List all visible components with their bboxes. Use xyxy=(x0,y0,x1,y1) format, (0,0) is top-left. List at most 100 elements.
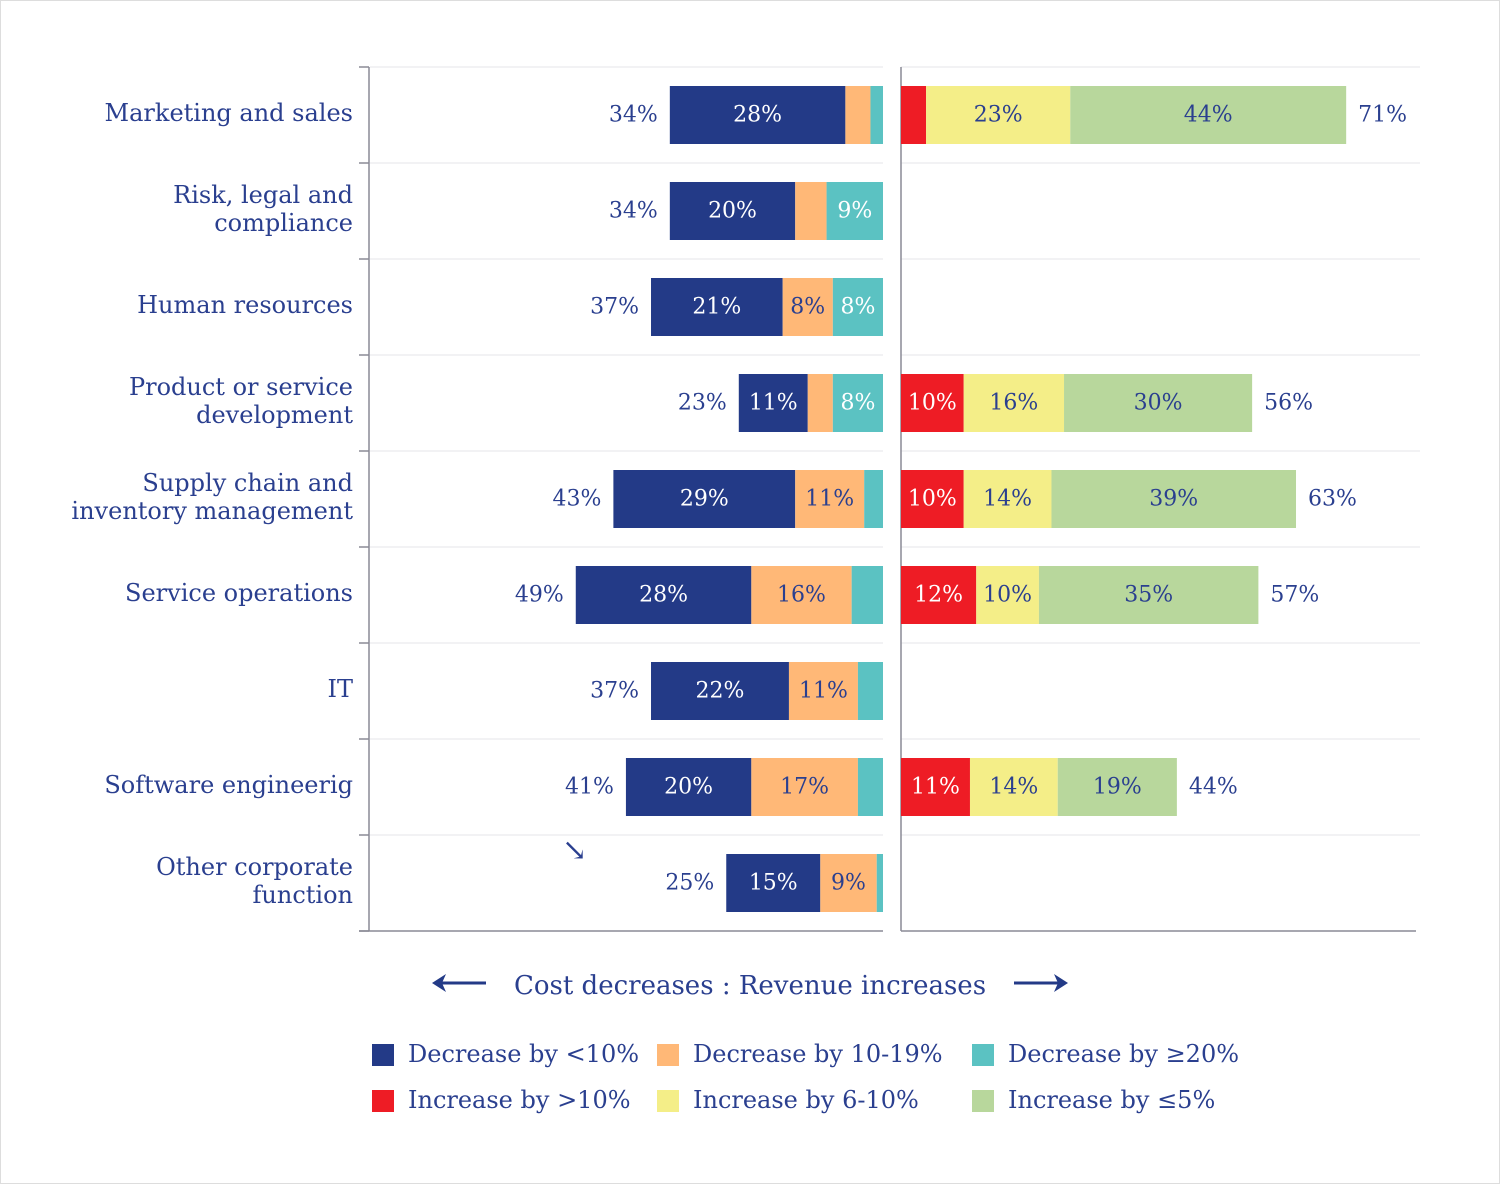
diagonal-arrow-icon: ↘ xyxy=(562,833,588,868)
bar-segment-revenue xyxy=(1051,470,1297,528)
category-label: Marketing and sales xyxy=(104,99,353,127)
bar-segment-revenue xyxy=(901,470,964,528)
bar-label: 28% xyxy=(639,583,688,608)
bar-label: 28% xyxy=(733,103,782,128)
legend-swatch xyxy=(372,1044,394,1066)
legend-swatch xyxy=(657,1044,679,1066)
caption-separator: : xyxy=(721,971,731,1001)
total-label-cost: 23% xyxy=(678,391,727,416)
total-label-cost: 34% xyxy=(609,103,658,128)
bar-label: 11% xyxy=(799,679,848,704)
revenue-increases-label: Revenue increases xyxy=(738,971,987,1001)
axis-caption-text: Cost decreases : Revenue increases xyxy=(514,971,986,1001)
bar-segment-revenue xyxy=(1038,566,1259,624)
bar-segment-revenue xyxy=(926,86,1071,144)
bar-segment-cost xyxy=(669,86,846,144)
bar-label: 17% xyxy=(780,775,829,800)
category-label: Human resources xyxy=(137,291,353,319)
bar-label: 39% xyxy=(1149,487,1198,512)
bar-segment-cost xyxy=(751,758,858,816)
category-label: Other corporate function xyxy=(156,853,353,909)
legend-label: Increase by ≤5% xyxy=(1008,1086,1216,1114)
category-label: Software engineerig xyxy=(104,771,353,799)
bar-label: 21% xyxy=(692,295,741,320)
legend-swatch xyxy=(657,1090,679,1112)
total-label-cost: 49% xyxy=(515,583,564,608)
bar-label: 9% xyxy=(831,871,866,896)
legend-swatch xyxy=(972,1044,994,1066)
total-label-cost: 25% xyxy=(665,871,714,896)
cost-decreases-label: Cost decreases xyxy=(513,971,714,1001)
bar-label: 11% xyxy=(911,775,960,800)
bar-segment-revenue xyxy=(1070,86,1347,144)
category-label: IT xyxy=(327,675,354,703)
bar-label: 44% xyxy=(1184,103,1233,128)
bar-segment-cost xyxy=(625,758,752,816)
legend-label: Decrease by <10% xyxy=(408,1040,640,1068)
bar-label: 35% xyxy=(1124,583,1173,608)
bar-label: 14% xyxy=(983,487,1032,512)
bar-label: 30% xyxy=(1134,391,1183,416)
bar-label: 16% xyxy=(777,583,826,608)
bar-label: 10% xyxy=(908,487,957,512)
bar-segment-revenue xyxy=(1057,758,1177,816)
bar-segment-cost xyxy=(870,86,883,144)
total-label-revenue: 63% xyxy=(1308,487,1357,512)
bar-segment-cost xyxy=(864,470,883,528)
bar-label: 14% xyxy=(989,775,1038,800)
legend-swatch xyxy=(972,1090,994,1112)
category-label: Product or service development xyxy=(128,373,353,429)
bar-segment-revenue xyxy=(901,758,970,816)
bar-segment-revenue xyxy=(901,566,977,624)
legend-label: Decrease by ≥20% xyxy=(1008,1040,1240,1068)
total-label-revenue: 57% xyxy=(1270,583,1319,608)
bar-label: 10% xyxy=(908,391,957,416)
bar-segment-cost xyxy=(876,854,883,912)
bar-segment-cost xyxy=(832,278,883,336)
bar-label: 16% xyxy=(989,391,1038,416)
bar-segment-cost xyxy=(795,470,865,528)
bar-segment-cost xyxy=(651,278,783,336)
total-label-cost: 37% xyxy=(590,679,639,704)
total-label-revenue: 44% xyxy=(1189,775,1238,800)
bar-segment-cost xyxy=(613,470,796,528)
bar-segment-cost xyxy=(820,854,877,912)
bar-label: 23% xyxy=(974,103,1023,128)
bar-segment-cost xyxy=(857,662,883,720)
bar-segment-cost xyxy=(845,86,871,144)
bar-segment-revenue xyxy=(963,470,1052,528)
bar-segment-cost xyxy=(807,374,833,432)
bar-segment-cost xyxy=(826,182,883,240)
bar-label: 20% xyxy=(664,775,713,800)
bar-label: 19% xyxy=(1093,775,1142,800)
bar-label: 12% xyxy=(914,583,963,608)
legend-label: Increase by >10% xyxy=(408,1086,631,1114)
bar-label: 10% xyxy=(983,583,1032,608)
bar-segment-cost xyxy=(669,182,796,240)
left-arrow-icon xyxy=(431,971,488,1002)
category-label: Risk, legal and compliance xyxy=(173,181,353,237)
total-label-cost: 41% xyxy=(565,775,614,800)
bar-segment-revenue xyxy=(969,758,1058,816)
legend-label: Increase by 6-10% xyxy=(693,1086,919,1114)
bar-label: 22% xyxy=(696,679,745,704)
bar-label: 11% xyxy=(805,487,854,512)
bar-segment-revenue xyxy=(963,374,1065,432)
bar-segment-cost xyxy=(832,374,883,432)
bar-label: 11% xyxy=(749,391,798,416)
right-arrow-icon xyxy=(1012,971,1069,1002)
bar-label: 8% xyxy=(840,391,875,416)
bar-segment-cost xyxy=(782,278,833,336)
total-label-revenue: 71% xyxy=(1358,103,1407,128)
bar-segment-revenue xyxy=(901,86,927,144)
category-label: Supply chain and inventory management xyxy=(71,469,353,525)
bar-label: 29% xyxy=(680,487,729,512)
bar-segment-cost xyxy=(857,758,883,816)
bar-segment-cost xyxy=(651,662,789,720)
bar-segment-cost xyxy=(738,374,808,432)
bar-segment-cost xyxy=(575,566,752,624)
bar-segment-revenue xyxy=(1064,374,1253,432)
bar-label: 8% xyxy=(840,295,875,320)
total-label-cost: 43% xyxy=(552,487,601,512)
